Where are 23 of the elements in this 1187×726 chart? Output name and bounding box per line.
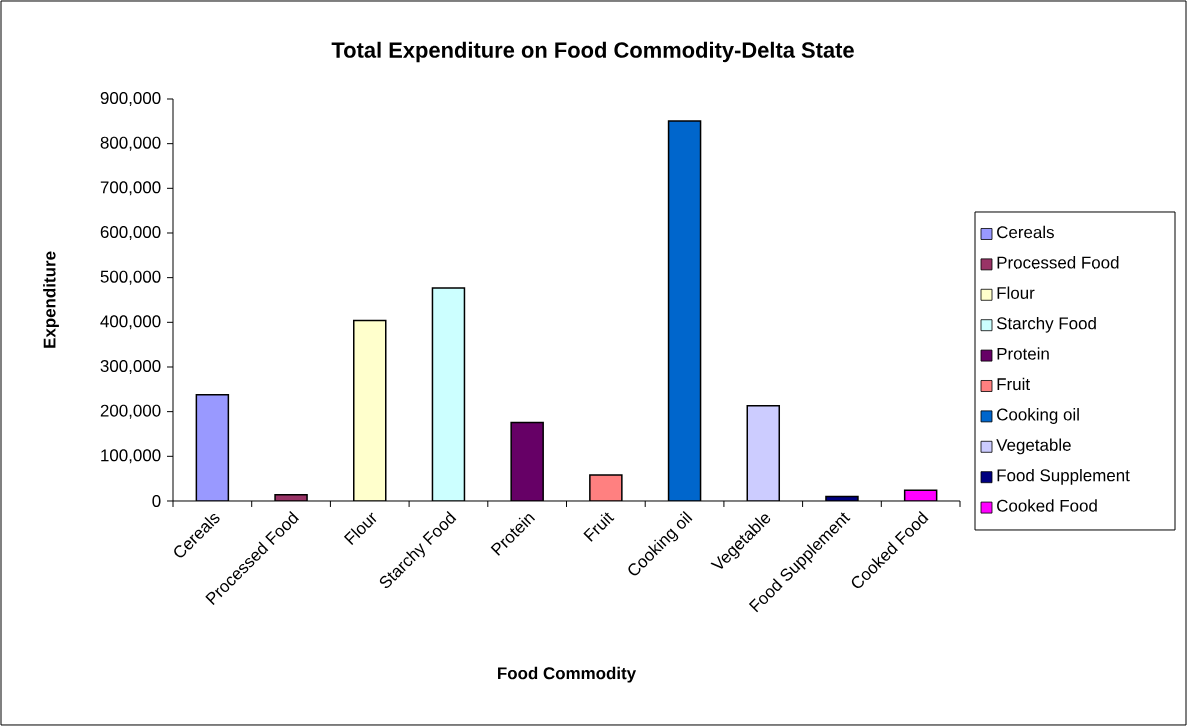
y-axis-title: Expenditure: [43, 251, 59, 348]
y-tick-label: 600,000: [100, 225, 161, 240]
y-tick-label: 900,000: [100, 91, 161, 106]
legend-label: Protein: [997, 347, 1049, 360]
y-tick-label: 200,000: [100, 404, 161, 419]
legend-label: Cooking oil: [997, 408, 1079, 424]
legend-label: Food Supplement: [997, 468, 1130, 485]
x-axis-title: Food Commodity: [498, 666, 637, 683]
y-tick-label: 100,000: [101, 449, 161, 464]
y-tick-label: 700,000: [100, 181, 161, 196]
legend-label: Vegetable: [996, 438, 1071, 455]
legend-label: Starchy Food: [996, 316, 1096, 333]
y-tick-label: 0: [152, 494, 161, 507]
y-tick-label: 400,000: [100, 315, 161, 330]
legend-label: Cereals: [997, 225, 1054, 239]
y-tick-label: 800,000: [100, 136, 161, 151]
chart-title: Total Expenditure on Food Commodity-Delta State: [331, 41, 854, 63]
y-tick-label: 300,000: [100, 359, 161, 374]
legend-label: Cooked Food: [997, 499, 1097, 512]
legend-label: Fruit: [997, 377, 1030, 391]
y-tick-label: 500,000: [100, 270, 161, 285]
legend-label: Processed Food: [997, 256, 1119, 269]
legend-label: Flour: [997, 286, 1035, 299]
